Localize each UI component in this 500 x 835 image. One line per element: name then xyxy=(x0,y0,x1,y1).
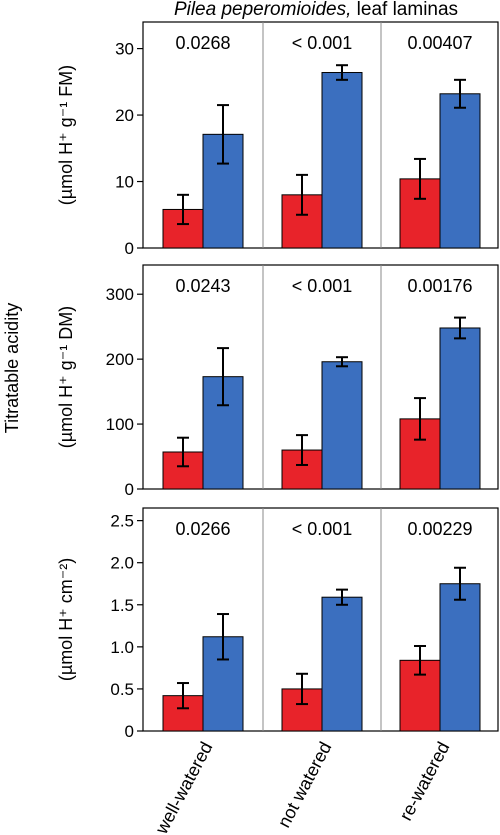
y-tick-label: 0 xyxy=(125,239,134,258)
p-value-label: 0.00407 xyxy=(407,33,472,53)
x-category-label: not watered xyxy=(274,738,336,830)
p-value-label: 0.0266 xyxy=(175,519,230,539)
y-tick-label: 300 xyxy=(106,285,134,304)
p-value-label: 0.00229 xyxy=(407,519,472,539)
shared-y-axis-label: Titratable acidity xyxy=(2,303,22,433)
p-value-label: < 0.001 xyxy=(292,33,353,53)
figure-title: Pilea peperomioides, leaf laminas xyxy=(174,0,458,20)
panel-dm: 0 100 200 300 0.0243 < 0.001 0.00176 (µmol H⁺ g… xyxy=(56,264,499,499)
p-value-label: < 0.001 xyxy=(292,276,353,296)
y-tick-label: 2.5 xyxy=(110,512,134,531)
y-tick-label: 2.0 xyxy=(110,554,134,573)
p-value-label: < 0.001 xyxy=(292,519,353,539)
y-tick-label: 30 xyxy=(115,40,134,59)
y-tick-label: 1.5 xyxy=(110,596,134,615)
bar xyxy=(321,72,363,249)
y-tick-label: 0.5 xyxy=(110,680,134,699)
p-value-label: 0.00176 xyxy=(407,276,472,296)
y-axis-label: (µmol H⁺ g⁻¹ DM) xyxy=(56,306,76,448)
bar xyxy=(321,361,363,490)
title-rest: leaf laminas xyxy=(351,0,458,20)
x-category-label: re-watered xyxy=(395,738,453,823)
bar xyxy=(439,583,481,732)
bar xyxy=(439,93,481,249)
y-tick-label: 200 xyxy=(106,350,134,369)
y-tick-label: 20 xyxy=(115,106,134,125)
x-category-label: well-watered xyxy=(151,738,217,835)
bar xyxy=(439,327,481,490)
y-tick-label: 10 xyxy=(115,173,134,192)
category-labels: well-watered not watered re-watered xyxy=(151,738,454,835)
title-species: Pilea peperomioides, xyxy=(174,0,351,20)
y-axis-label: (µmol H⁺ cm⁻²) xyxy=(56,558,76,681)
p-value-label: 0.0243 xyxy=(175,276,230,296)
y-tick-label: 1.0 xyxy=(110,638,134,657)
p-value-label: 0.0268 xyxy=(175,33,230,53)
y-tick-label: 0 xyxy=(125,722,134,741)
panel-fm: 0 10 20 30 0.0268 < 0.001 0.00407 (µmol H⁺ g⁻¹ … xyxy=(56,21,499,258)
bar xyxy=(321,596,363,732)
y-tick-label: 100 xyxy=(106,415,134,434)
y-tick-label: 0 xyxy=(125,480,134,499)
y-axis-label: (µmol H⁺ g⁻¹ FM) xyxy=(56,65,76,205)
panel-area: 0 0.5 1.0 1.5 2.0 2.5 0.0266 < 0.001 0.00229 (µmo… xyxy=(56,507,499,741)
